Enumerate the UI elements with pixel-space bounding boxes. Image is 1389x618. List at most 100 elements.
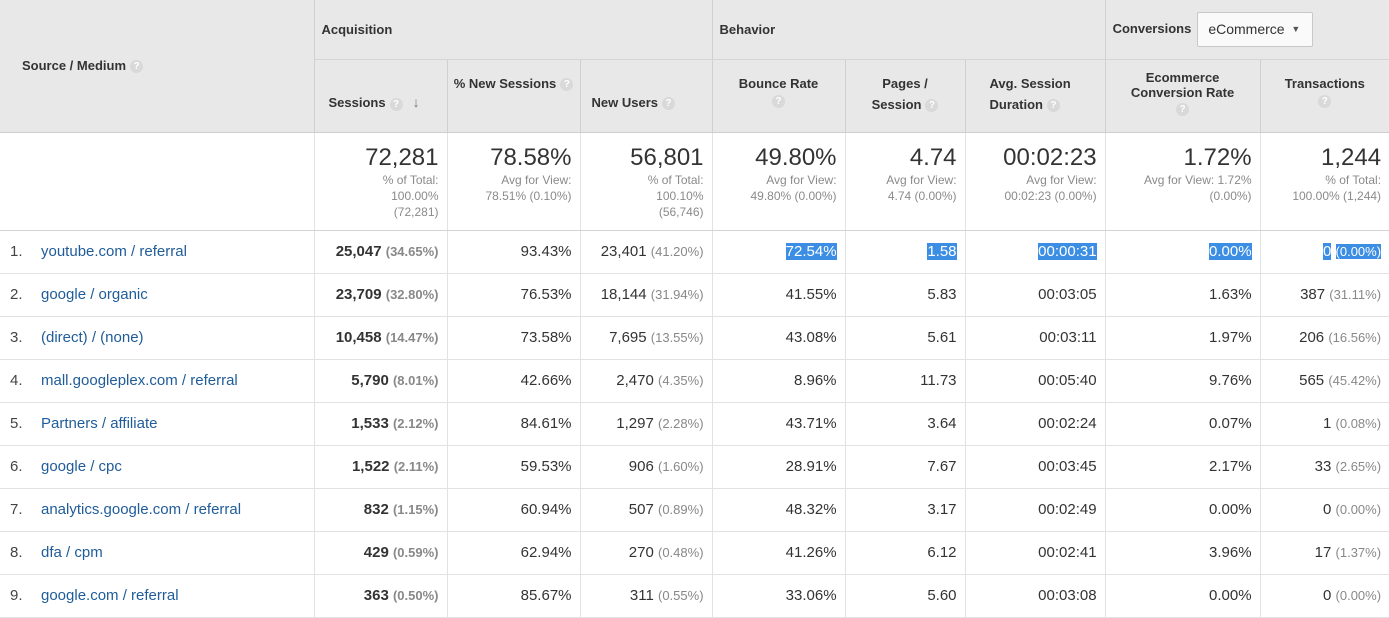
new-sessions-value: 42.66% bbox=[520, 372, 572, 389]
new-users-value: 23,401 bbox=[600, 243, 647, 260]
source-cell: 8. dfa / cpm bbox=[0, 531, 315, 575]
conversion-type-dropdown[interactable]: eCommerce ▼ bbox=[1197, 11, 1314, 47]
help-icon[interactable]: ? bbox=[1176, 103, 1190, 117]
pages-session-value: 6.12 bbox=[927, 544, 957, 561]
column-bounce-rate[interactable]: Bounce Rate? bbox=[712, 59, 846, 133]
group-behavior: Behavior bbox=[712, 0, 1106, 60]
new-users-cell: 270 (0.48%) bbox=[580, 531, 713, 575]
ecr-value: 0.00% bbox=[1209, 243, 1252, 260]
sessions-header: Sessions bbox=[328, 95, 386, 111]
source-cell: 5. Partners / affiliate bbox=[0, 402, 315, 446]
avg-duration-value: 00:03:45 bbox=[1038, 458, 1097, 475]
group-acquisition: Acquisition bbox=[314, 0, 713, 60]
table-row: 6. google / cpc 1,522 (2.11%) 59.53% 906 (1.… bbox=[0, 445, 1389, 489]
new-sessions-cell: 62.94% bbox=[447, 531, 581, 575]
bounce-rate-value: 43.08% bbox=[785, 329, 837, 346]
column-new-sessions[interactable]: % New Sessions? bbox=[447, 59, 581, 133]
sort-desc-icon[interactable]: ↓ bbox=[412, 94, 420, 111]
avg-duration-cell: 00:05:40 bbox=[965, 359, 1106, 403]
new-sessions-cell: 73.58% bbox=[447, 316, 581, 360]
column-pages-session[interactable]: Pages / Session? bbox=[845, 59, 966, 133]
avg-duration-cell: 00:00:31 bbox=[965, 230, 1106, 274]
ecr-cell: 0.00% bbox=[1105, 230, 1261, 274]
row-number: 2. bbox=[10, 286, 23, 303]
conversions-label: Conversions bbox=[1112, 20, 1192, 36]
avg-duration-value: 00:03:11 bbox=[1039, 329, 1097, 346]
totals-row: 72,281% of Total: 100.00% (72,281) 78.58% A… bbox=[0, 132, 1389, 231]
column-sessions[interactable]: Sessions? ↓ bbox=[314, 59, 448, 133]
total-bounce-rate: 49.80% Avg for View: 49.80% (0.00%) bbox=[712, 132, 846, 231]
bounce-rate-value: 41.26% bbox=[785, 544, 837, 561]
column-transactions[interactable]: Transactions? bbox=[1260, 59, 1389, 133]
column-avg-session-duration[interactable]: Avg. Session Duration? bbox=[965, 59, 1106, 133]
sessions-pct: (8.01%) bbox=[392, 373, 439, 388]
help-icon[interactable]: ? bbox=[661, 97, 675, 111]
source-link[interactable]: dfa / cpm bbox=[41, 544, 103, 561]
new-sessions-value: 59.53% bbox=[520, 458, 572, 475]
transactions-value: 0 bbox=[1323, 587, 1332, 604]
transactions-cell: 206 (16.56%) bbox=[1260, 316, 1389, 360]
help-icon[interactable]: ? bbox=[925, 98, 939, 112]
sessions-cell: 5,790 (8.01%) bbox=[314, 359, 448, 403]
table-row: 8. dfa / cpm 429 (0.59%) 62.94% 270 (0.48%) 4… bbox=[0, 531, 1389, 575]
bounce-rate-cell: 48.32% bbox=[712, 488, 846, 532]
source-link[interactable]: google / cpc bbox=[41, 458, 122, 475]
source-link[interactable]: mall.googleplex.com / referral bbox=[41, 372, 238, 389]
column-new-users[interactable]: New Users? bbox=[580, 59, 713, 133]
pages-session-cell: 5.60 bbox=[845, 574, 966, 618]
bounce-rate-cell: 8.96% bbox=[712, 359, 846, 403]
bounce-rate-cell: 43.08% bbox=[712, 316, 846, 360]
source-link[interactable]: youtube.com / referral bbox=[41, 243, 187, 260]
sessions-cell: 429 (0.59%) bbox=[314, 531, 448, 575]
sessions-cell: 1,522 (2.11%) bbox=[314, 445, 448, 489]
row-number: 1. bbox=[10, 243, 23, 260]
transactions-cell: 1 (0.08%) bbox=[1260, 402, 1389, 446]
help-icon[interactable]: ? bbox=[1318, 94, 1332, 108]
sessions-pct: (0.59%) bbox=[392, 545, 439, 560]
help-icon[interactable]: ? bbox=[130, 60, 144, 74]
help-icon[interactable]: ? bbox=[1046, 98, 1060, 112]
pages-session-header-line2: Session bbox=[871, 96, 922, 112]
help-icon[interactable]: ? bbox=[772, 94, 786, 108]
total-pages-session: 4.74 Avg for View: 4.74 (0.00%) bbox=[845, 132, 966, 231]
column-ecommerce-conversion-rate[interactable]: Ecommerce Conversion Rate ? bbox=[1105, 59, 1261, 133]
avg-duration-cell: 00:03:05 bbox=[965, 273, 1106, 317]
transactions-value: 206 bbox=[1299, 329, 1325, 346]
column-source-medium[interactable]: Source / Medium? bbox=[0, 0, 315, 133]
sessions-value: 25,047 bbox=[335, 243, 382, 260]
transactions-value: 387 bbox=[1300, 286, 1326, 303]
source-cell: 3. (direct) / (none) bbox=[0, 316, 315, 360]
transactions-cell: 33 (2.65%) bbox=[1260, 445, 1389, 489]
sessions-value: 429 bbox=[363, 544, 389, 561]
new-users-pct: (1.60%) bbox=[658, 459, 704, 474]
avg-duration-value: 00:02:49 bbox=[1038, 501, 1097, 518]
bounce-rate-value: 48.32% bbox=[785, 501, 837, 518]
transactions-cell: 17 (1.37%) bbox=[1260, 531, 1389, 575]
ecr-header-line2: Conversion Rate bbox=[1130, 84, 1235, 100]
pages-session-cell: 3.17 bbox=[845, 488, 966, 532]
bounce-rate-header: Bounce Rate bbox=[738, 75, 819, 91]
transactions-pct: (0.08%) bbox=[1335, 416, 1382, 431]
bounce-rate-value: 43.71% bbox=[785, 415, 837, 432]
help-icon[interactable]: ? bbox=[389, 97, 403, 111]
new-sessions-header: % New Sessions bbox=[453, 75, 557, 91]
new-users-pct: (2.28%) bbox=[658, 416, 704, 431]
ecr-value: 0.00% bbox=[1209, 587, 1252, 604]
source-link[interactable]: Partners / affiliate bbox=[41, 415, 158, 432]
source-link[interactable]: analytics.google.com / referral bbox=[41, 501, 242, 518]
bounce-rate-value: 72.54% bbox=[785, 243, 837, 260]
new-sessions-value: 84.61% bbox=[520, 415, 572, 432]
pages-session-value: 5.83 bbox=[927, 286, 957, 303]
sessions-value: 832 bbox=[363, 501, 389, 518]
transactions-pct: (31.11%) bbox=[1329, 287, 1382, 302]
new-users-value: 18,144 bbox=[600, 286, 647, 303]
source-link[interactable]: (direct) / (none) bbox=[41, 329, 144, 346]
pages-session-header-line1: Pages / bbox=[882, 75, 928, 91]
table-row: 1. youtube.com / referral 25,047 (34.65%) 9… bbox=[0, 230, 1389, 274]
source-link[interactable]: google.com / referral bbox=[41, 587, 179, 604]
new-users-cell: 507 (0.89%) bbox=[580, 488, 713, 532]
help-icon[interactable]: ? bbox=[560, 77, 574, 91]
new-sessions-cell: 60.94% bbox=[447, 488, 581, 532]
source-link[interactable]: google / organic bbox=[41, 286, 148, 303]
pages-session-cell: 11.73 bbox=[845, 359, 966, 403]
